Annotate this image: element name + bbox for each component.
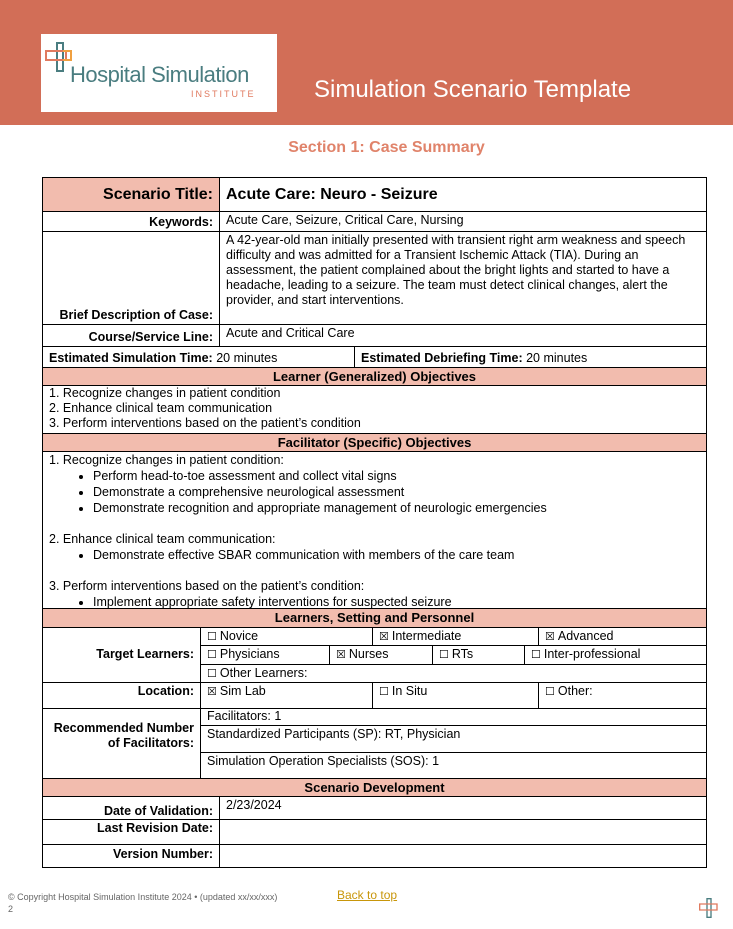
learner-objectives-list: 1. Recognize changes in patient conditio… [42,385,707,434]
checkbox-option[interactable]: ☒ Advanced [538,627,707,646]
revision-value[interactable] [219,819,707,845]
checkbox-label: RTs [451,647,474,661]
facilitators-row: Simulation Operation Specialists (SOS): … [200,752,707,779]
checkbox-label: Intermediate [391,629,462,643]
description-label: Brief Description of Case: [42,231,220,325]
bullet-item: Perform head-to-toe assessment and colle… [93,468,700,484]
logo-sub: INSTITUTE [191,89,256,99]
checkbox-label: Physicians [219,647,280,661]
objective-group-title: 2. Enhance clinical team communication: [49,532,276,546]
checkbox-label: Nurses [348,647,389,661]
back-to-top-link[interactable]: Back to top [337,888,398,902]
description-value: A 42-year-old man initially presented wi… [219,231,707,325]
learner-objectives-heading: Learner (Generalized) Objectives [42,367,707,386]
keywords-label: Keywords: [42,211,220,232]
course-value: Acute and Critical Care [219,324,707,347]
checkbox-label: Novice [219,629,259,643]
bullet-list: Demonstrate effective SBAR communication… [49,547,700,563]
checkbox-label: Sim Lab [219,684,266,698]
personnel-heading: Learners, Setting and Personnel [42,608,707,628]
checkbox-option[interactable]: ☐ RTs [432,645,525,665]
facilitator-objectives-list: 1. Recognize changes in patient conditio… [42,451,707,609]
checked-box-icon[interactable]: ☒ [207,686,217,698]
checkbox-label: Other Learners: [219,666,308,680]
logo-name: Hospital Simulation [70,62,249,87]
version-label: Version Number: [42,844,220,868]
checkbox-icon[interactable]: ☐ [207,631,217,643]
bullet-list: Implement appropriate safety interventio… [49,594,700,608]
facilitators-row: Facilitators: 1 [200,708,707,726]
checkbox-icon[interactable]: ☐ [545,686,555,698]
debrief-label: Estimated Debriefing Time: [361,351,523,365]
bullet-item: Demonstrate recognition and appropriate … [93,500,700,516]
cross-logo-icon [45,42,72,72]
bullet-item: Demonstrate a comprehensive neurological… [93,484,700,500]
bullet-item: Demonstrate effective SBAR communication… [93,547,700,563]
facilitator-objectives-heading: Facilitator (Specific) Objectives [42,433,707,452]
checkbox-icon[interactable]: ☐ [207,649,217,661]
checkbox-icon[interactable]: ☐ [439,649,449,661]
section-title: Section 1: Case Summary [288,139,485,156]
checkbox-option[interactable]: ☐ Inter-professional [524,645,707,665]
header-banner: Hospital Simulation INSTITUTE Simulation… [0,0,733,125]
debrief-value: 20 minutes [526,351,588,365]
footer-logo-icon [699,898,718,918]
checkbox-label: Other: [557,684,593,698]
bullet-list: Perform head-to-toe assessment and colle… [49,468,700,516]
sim-time: Estimated Simulation Time: 20 minutes [42,346,355,368]
objective-group-title: 1. Recognize changes in patient conditio… [49,453,284,467]
checkbox-label: In Situ [391,684,428,698]
checkbox-option[interactable]: ☒ Intermediate [372,627,539,646]
debrief-time: Estimated Debriefing Time: 20 minutes [354,346,707,368]
checkbox-option[interactable]: ☒ Nurses [329,645,433,665]
validation-label: Date of Validation: [42,796,220,820]
revision-label: Last Revision Date: [42,819,220,845]
objective-group-title: 3. Perform interventions based on the pa… [49,579,365,593]
objective: 3. Perform interventions based on the pa… [49,416,361,430]
scenario-title-value: Acute Care: Neuro - Seizure [219,177,707,212]
keywords-value: Acute Care, Seizure, Critical Care, Nurs… [219,211,707,232]
checked-box-icon[interactable]: ☒ [336,649,346,661]
sim-time-value: 20 minutes [216,351,278,365]
checked-box-icon[interactable]: ☒ [379,631,389,643]
version-value[interactable] [219,844,707,868]
objective: 1. Recognize changes in patient conditio… [49,386,281,400]
checkbox-option[interactable]: ☐ Other: [538,682,707,709]
document-title: Simulation Scenario Template [314,76,632,103]
checkbox-label: Advanced [557,629,614,643]
development-heading: Scenario Development [42,778,707,797]
facilitators-label: Recommended Number of Facilitators: [42,708,201,779]
checkbox-icon[interactable]: ☐ [379,686,389,698]
checked-box-icon[interactable]: ☒ [545,631,555,643]
copyright: © Copyright Hospital Simulation Institut… [8,892,278,902]
checkbox-option[interactable]: ☐ Physicians [200,645,330,665]
description-label-text: Brief Description of Case: [59,308,213,322]
target-learners-label: Target Learners: [42,627,201,683]
bullet-item: Implement appropriate safety interventio… [93,594,700,608]
sim-time-label: Estimated Simulation Time: [49,351,213,365]
checkbox-icon[interactable]: ☐ [531,649,541,661]
scenario-title-label: Scenario Title: [42,177,220,212]
course-label: Course/Service Line: [42,324,220,347]
checkbox-option[interactable]: ☒ Sim Lab [200,682,373,709]
footer: © Copyright Hospital Simulation Institut… [8,891,277,915]
checkbox-option[interactable]: ☐ Other Learners: [200,664,707,683]
checkbox-icon[interactable]: ☐ [207,668,217,680]
checkbox-option[interactable]: ☐ Novice [200,627,373,646]
objective: 2. Enhance clinical team communication [49,401,273,415]
checkbox-option[interactable]: ☐ In Situ [372,682,539,709]
facilitators-row: Standardized Participants (SP): RT, Phys… [200,725,707,753]
location-label: Location: [42,682,201,709]
logo: Hospital Simulation INSTITUTE [41,34,277,112]
page-number: 2 [8,904,14,914]
validation-value: 2/23/2024 [219,796,707,820]
checkbox-label: Inter-professional [543,647,641,661]
